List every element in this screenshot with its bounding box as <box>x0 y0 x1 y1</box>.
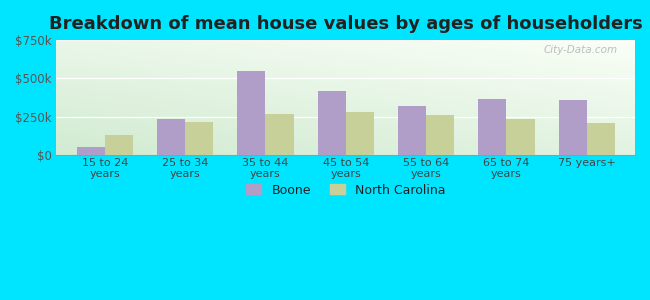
Bar <box>587 123 615 155</box>
Title: Breakdown of mean house values by ages of householders: Breakdown of mean house values by ages o… <box>49 15 643 33</box>
Bar <box>478 99 506 155</box>
Bar <box>558 100 587 155</box>
Bar <box>157 119 185 155</box>
Bar <box>398 106 426 155</box>
Bar <box>185 122 213 155</box>
Bar <box>346 112 374 155</box>
Bar <box>105 135 133 155</box>
Bar <box>318 91 346 155</box>
Bar <box>506 118 534 155</box>
Bar <box>426 116 454 155</box>
Bar <box>77 147 105 155</box>
Bar <box>265 114 294 155</box>
Legend: Boone, North Carolina: Boone, North Carolina <box>241 178 450 202</box>
Text: City-Data.com: City-Data.com <box>543 45 618 55</box>
Bar <box>237 71 265 155</box>
